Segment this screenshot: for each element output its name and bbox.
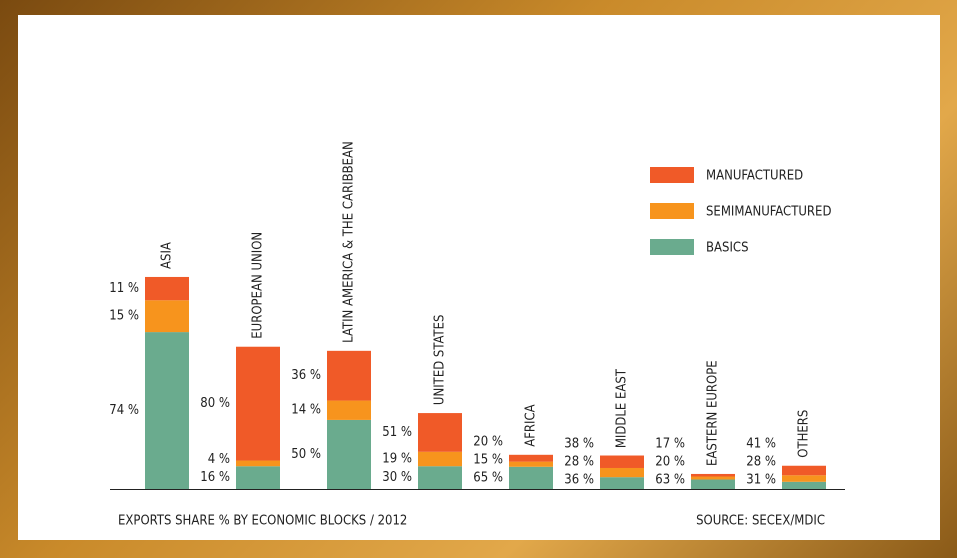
bar-segment — [600, 477, 644, 489]
value-label: 19 % — [382, 452, 412, 467]
value-label: 14 % — [291, 403, 321, 418]
bar-segment — [691, 476, 735, 480]
legend-swatch — [650, 239, 694, 255]
legend-label: SEMIMANUFACTURED — [706, 205, 831, 220]
category-label: EUROPEAN UNION — [251, 232, 266, 339]
value-label: 28 % — [746, 455, 776, 470]
legend-label: MANUFACTURED — [706, 169, 803, 184]
bar-segment — [600, 467, 644, 478]
value-label: 17 % — [655, 437, 685, 452]
bar-segment — [236, 346, 280, 461]
source: SOURCE: SECEX/MDIC — [696, 514, 825, 529]
value-label: 30 % — [382, 470, 412, 485]
bar-segment — [327, 350, 371, 401]
bar-segment — [418, 451, 462, 467]
bar-segment — [327, 400, 371, 420]
bar-segment — [509, 454, 553, 462]
value-label: 31 % — [746, 473, 776, 488]
bar-segment — [327, 419, 371, 489]
value-label: 50 % — [291, 447, 321, 462]
bar-segment — [782, 481, 826, 489]
bar-segment — [600, 455, 644, 468]
legend-label: BASICS — [706, 241, 749, 256]
legend-swatch — [650, 203, 694, 219]
bar-segment — [145, 276, 189, 301]
bar-segment — [509, 466, 553, 489]
value-label: 28 % — [564, 455, 594, 470]
category-label: EASTERN EUROPE — [706, 360, 721, 466]
value-label: 65 % — [473, 470, 503, 485]
bar-segment — [782, 475, 826, 482]
bar-segment — [418, 466, 462, 489]
caption: EXPORTS SHARE % BY ECONOMIC BLOCKS / 201… — [118, 514, 407, 529]
bar-segment — [236, 466, 280, 489]
value-label: 51 % — [382, 425, 412, 440]
bar-segment — [509, 461, 553, 467]
value-label: 16 % — [200, 470, 230, 485]
bar-segment — [145, 300, 189, 333]
legend-swatch — [650, 167, 694, 183]
category-label: OTHERS — [797, 410, 812, 458]
bar-segment — [236, 460, 280, 467]
bar-segment — [418, 413, 462, 452]
value-label: 15 % — [473, 452, 503, 467]
bar-segment — [691, 473, 735, 477]
category-label: AFRICA — [524, 404, 539, 446]
value-label: 38 % — [564, 437, 594, 452]
value-label: 36 % — [291, 368, 321, 383]
bar-segment — [145, 332, 189, 489]
value-label: 20 % — [473, 434, 503, 449]
value-label: 74 % — [109, 403, 139, 418]
value-label: 4 % — [208, 452, 230, 467]
value-label: 11 % — [109, 281, 139, 296]
bar-segment — [691, 479, 735, 489]
value-label: 80 % — [200, 396, 230, 411]
value-label: 41 % — [746, 437, 776, 452]
category-label: UNITED STATES — [433, 315, 448, 406]
value-label: 20 % — [655, 455, 685, 470]
value-label: 63 % — [655, 473, 685, 488]
category-label: ASIA — [160, 242, 175, 269]
bar-segment — [782, 465, 826, 476]
value-label: 15 % — [109, 309, 139, 324]
category-label: LATIN AMERICA & THE CARIBBEAN — [342, 141, 357, 343]
value-label: 36 % — [564, 473, 594, 488]
category-label: MIDDLE EAST — [615, 368, 630, 448]
